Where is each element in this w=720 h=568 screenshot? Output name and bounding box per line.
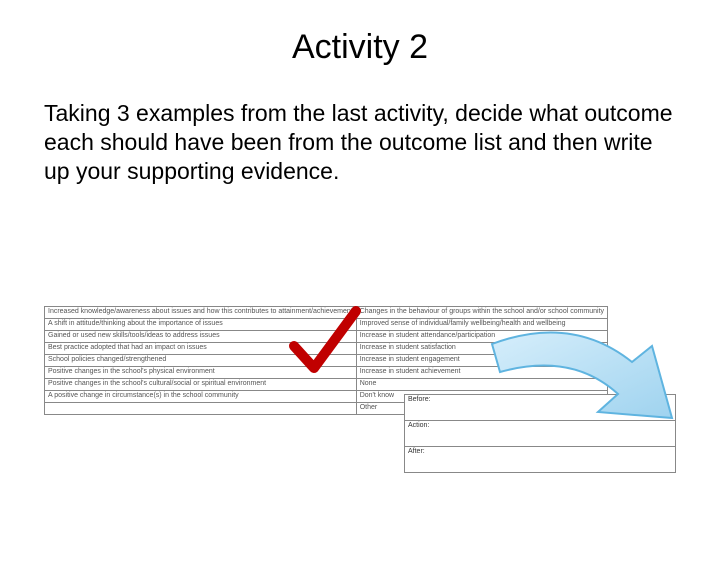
page-title: Activity 2	[0, 28, 720, 67]
action-cell: After:	[405, 447, 676, 473]
outcome-cell: Increase in student achievement	[356, 367, 607, 379]
table-row: Increased knowledge/awareness about issu…	[45, 307, 608, 319]
table-row: School policies changed/strengthenedIncr…	[45, 355, 608, 367]
outcome-cell: Positive changes in the school's cultura…	[45, 379, 357, 391]
outcome-cell: Best practice adopted that had an impact…	[45, 343, 357, 355]
outcome-cell: School policies changed/strengthened	[45, 355, 357, 367]
instruction-text: Taking 3 examples from the last activity…	[44, 99, 676, 185]
outcome-cell: Increase in student engagement	[356, 355, 607, 367]
action-cell: Action:	[405, 421, 676, 447]
outcome-cell	[45, 403, 357, 415]
table-row: Action:	[405, 421, 676, 447]
action-cell: Before:	[405, 395, 676, 421]
outcome-cell: A positive change in circumstance(s) in …	[45, 391, 357, 403]
action-table: Before:Action:After:	[404, 394, 676, 473]
table-row: Positive changes in the school's physica…	[45, 367, 608, 379]
table-row: After:	[405, 447, 676, 473]
table-row: Best practice adopted that had an impact…	[45, 343, 608, 355]
outcome-cell: Improved sense of individual/family well…	[356, 319, 607, 331]
table-row: A shift in attitude/thinking about the i…	[45, 319, 608, 331]
outcome-cell: Increase in student satisfaction	[356, 343, 607, 355]
tables-region: Increased knowledge/awareness about issu…	[44, 306, 676, 506]
outcome-cell: Changes in the behaviour of groups withi…	[356, 307, 607, 319]
outcome-cell: Increased knowledge/awareness about issu…	[45, 307, 357, 319]
outcome-cell: None	[356, 379, 607, 391]
table-row: Gained or used new skills/tools/ideas to…	[45, 331, 608, 343]
table-row: Positive changes in the school's cultura…	[45, 379, 608, 391]
outcome-cell: Positive changes in the school's physica…	[45, 367, 357, 379]
table-row: Before:	[405, 395, 676, 421]
outcome-cell: A shift in attitude/thinking about the i…	[45, 319, 357, 331]
outcome-cell: Increase in student attendance/participa…	[356, 331, 607, 343]
outcome-cell: Gained or used new skills/tools/ideas to…	[45, 331, 357, 343]
